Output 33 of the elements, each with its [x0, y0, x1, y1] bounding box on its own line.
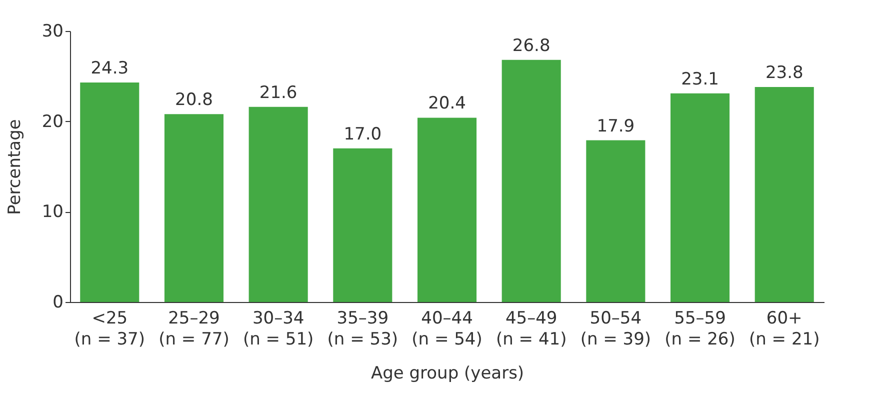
- x-tick-label: 35–39 (n = 53): [327, 308, 398, 350]
- data-label: 26.8: [512, 36, 550, 56]
- y-tick-label: 0: [52, 292, 64, 312]
- data-label: 20.8: [175, 90, 213, 110]
- x-axis-title: Age group (years): [370, 364, 524, 384]
- data-label: 24.3: [90, 58, 129, 78]
- bar: [248, 106, 308, 302]
- x-tick-label: 60+ (n = 21): [748, 308, 820, 350]
- bar: [670, 93, 730, 302]
- data-label: 20.4: [428, 94, 466, 114]
- bar: [417, 118, 477, 302]
- bar: [333, 148, 392, 302]
- bar: [80, 82, 140, 302]
- y-tick-label: 30: [42, 22, 64, 42]
- x-tick-label: 25–29 (n = 77): [158, 308, 230, 350]
- y-tick-label: 10: [42, 202, 64, 222]
- data-label: 21.6: [259, 82, 298, 103]
- x-tick-label: 30–34 (n = 51): [242, 308, 314, 350]
- bar: [754, 87, 814, 302]
- y-axis-title: Percentage: [4, 119, 25, 215]
- x-tick-label: 45–49 (n = 41): [496, 308, 567, 350]
- data-label: 23.8: [765, 63, 804, 84]
- data-label: 17.0: [344, 124, 382, 144]
- bar: [502, 60, 561, 302]
- y-tick-label: 20: [42, 112, 64, 132]
- x-tick-label: 50–54 (n = 39): [580, 308, 652, 350]
- data-label: 23.1: [681, 69, 719, 90]
- bar: [586, 140, 646, 302]
- x-tick-label: 40–44 (n = 54): [412, 308, 482, 350]
- bar: [164, 114, 224, 302]
- data-label: 17.9: [596, 116, 635, 136]
- x-tick-label: <25 (n = 37): [74, 308, 146, 350]
- x-tick-label: 55–59 (n = 26): [664, 308, 736, 350]
